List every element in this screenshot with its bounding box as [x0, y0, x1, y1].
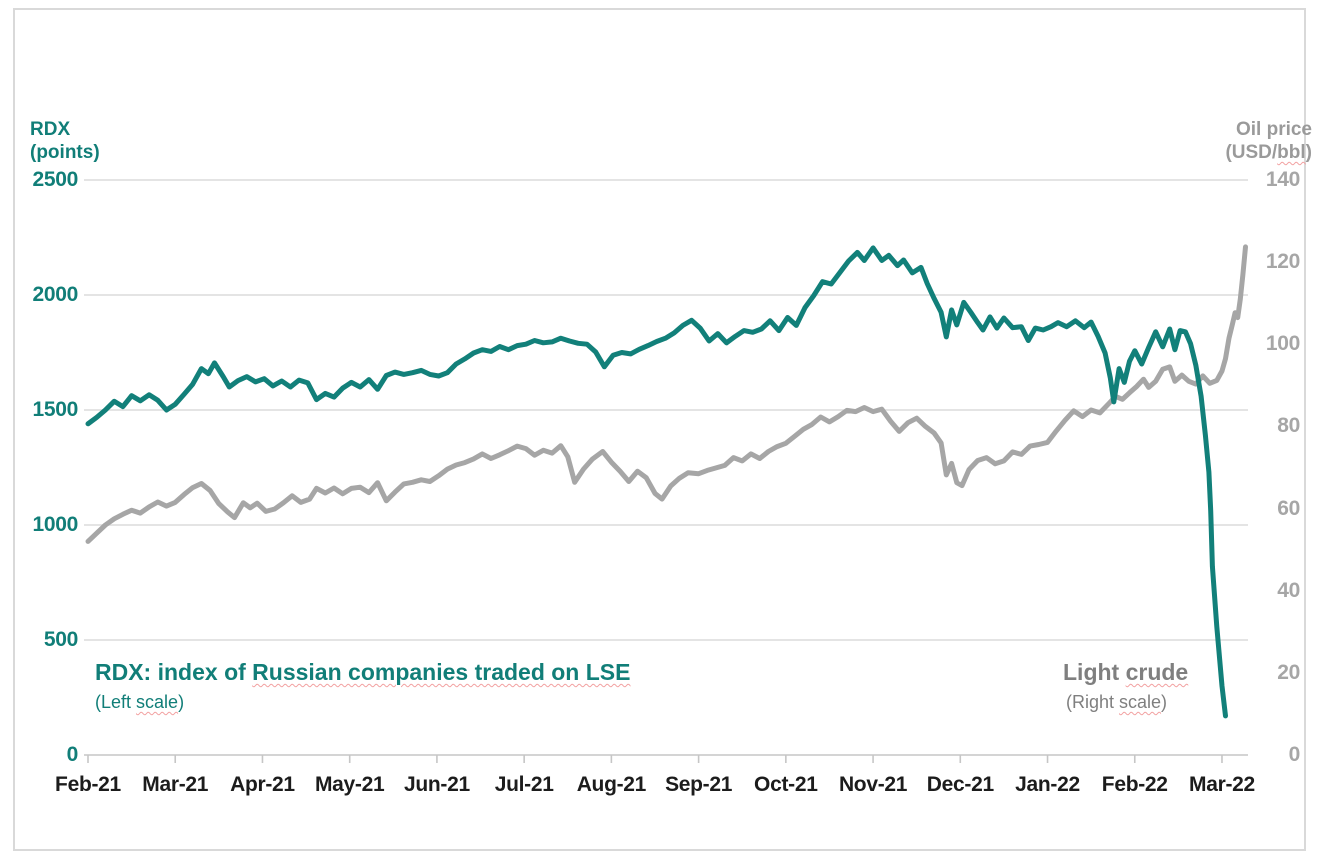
- x-axis-tick-label: Nov-21: [838, 773, 908, 796]
- x-axis-tick-label: Jan-22: [1015, 773, 1080, 796]
- x-axis-tick-label: Apr-21: [230, 773, 295, 796]
- x-axis-tick-label: Feb-21: [55, 773, 121, 796]
- left-axis-title-line2: (points): [30, 142, 100, 163]
- left-axis-tick-label: 2000: [32, 283, 78, 306]
- right-axis-tick-label: 100: [1265, 332, 1300, 356]
- x-axis-tick-label: Mar-22: [1189, 773, 1255, 796]
- x-axis-tick-label: Oct-21: [754, 773, 818, 796]
- right-axis-tick-label: 80: [1277, 414, 1300, 438]
- right-axis-title-line1: Oil price: [1235, 119, 1312, 140]
- left-axis-tick-label: 500: [43, 628, 78, 651]
- right-axis-tick-label: 140: [1265, 168, 1300, 191]
- right-axis-tick-label: 60: [1277, 496, 1300, 520]
- x-axis-tick-label: Jul-21: [494, 773, 554, 796]
- left-axis-title-line1: RDX: [30, 119, 71, 140]
- rdx-series-line: [85, 245, 1228, 719]
- right-axis-title: Oil price (USD/bbl): [1146, 118, 1312, 164]
- x-axis-tick-label: Feb-22: [1101, 773, 1168, 796]
- left-axis-tick-label: 1500: [32, 398, 78, 421]
- left-axis-tick-label: 1000: [32, 513, 78, 536]
- right-axis-tick-label: 120: [1265, 250, 1300, 274]
- x-axis-tick-label: Aug-21: [576, 773, 647, 796]
- oil-series-line: [85, 244, 1248, 544]
- right-axis-title-line2: (USD/bbl): [1225, 142, 1312, 163]
- rdx-series-caption: RDX: index of Russian companies traded o…: [95, 659, 631, 685]
- x-axis-tick-label: Jun-21: [403, 773, 470, 796]
- left-axis-tick-label: 2500: [32, 168, 78, 191]
- oil-series-caption: Light crude: [1063, 659, 1189, 685]
- x-axis-tick-label: Mar-21: [142, 773, 209, 796]
- left-axis-tick-label: 0: [66, 743, 79, 766]
- right-axis-tick-label: 40: [1277, 578, 1300, 602]
- right-axis-tick-label: 20: [1277, 660, 1300, 684]
- right-axis-tick-label: 0: [1288, 743, 1301, 766]
- rdx-series-subcaption: (Left scale): [95, 692, 185, 712]
- x-axis-tick-label: May-21: [314, 773, 385, 796]
- x-axis-tick-label: Dec-21: [926, 773, 994, 796]
- x-axis-tick-label: Sep-21: [665, 773, 733, 796]
- left-axis-title: RDX (points): [30, 118, 100, 164]
- oil-series-subcaption: (Right scale): [1066, 692, 1168, 712]
